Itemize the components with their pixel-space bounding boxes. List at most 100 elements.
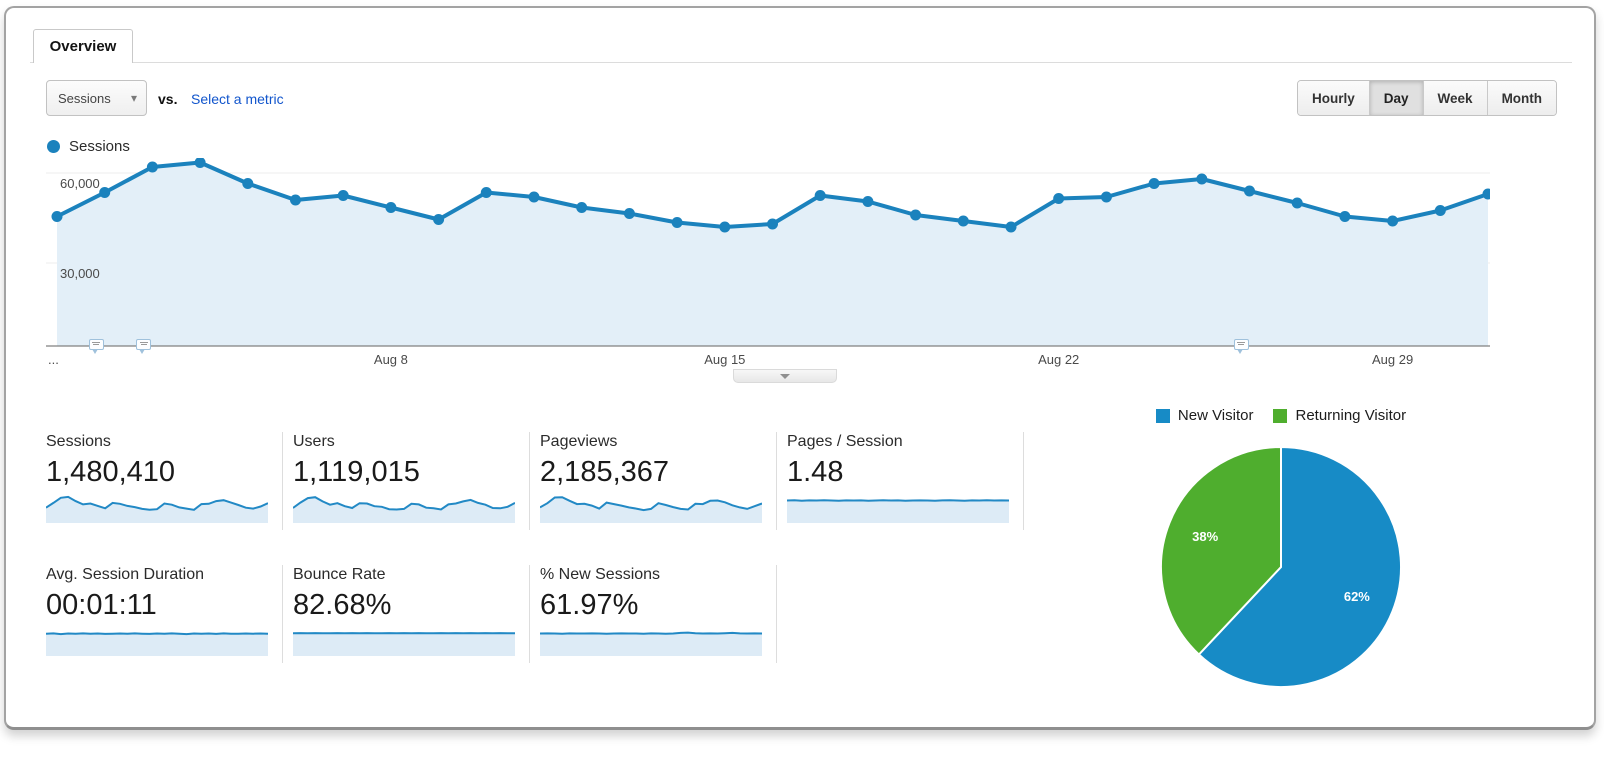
metric-card: % New Sessions 61.97%	[540, 565, 777, 663]
pie-slice-returning-visitor[interactable]	[1160, 445, 1282, 656]
metric-sparkline	[787, 499, 1009, 523]
summary-cards-row-1: Sessions 1,480,410 Users 1,119,015 Pageviews…	[46, 432, 1034, 530]
pie-slice-label: 62%	[1344, 589, 1370, 604]
area-fill	[57, 162, 1488, 346]
metric-card: Pageviews 2,185,367	[540, 432, 777, 530]
metric-card-value: 61.97%	[540, 589, 639, 621]
x-axis-tick-label: Aug 15	[704, 352, 746, 367]
data-point[interactable]	[719, 221, 731, 233]
metric-dropdown[interactable]: Sessions ▾	[46, 80, 147, 116]
data-point[interactable]	[433, 214, 445, 225]
x-axis-tick-label: ...	[48, 352, 59, 367]
annotation-flag-icon[interactable]	[1233, 339, 1249, 354]
chart-legend: Sessions	[47, 138, 130, 155]
pie-slice-label: 38%	[1192, 529, 1218, 544]
data-point[interactable]	[767, 218, 778, 230]
data-point[interactable]	[51, 211, 63, 222]
data-point[interactable]	[242, 178, 254, 189]
metric-card: Sessions 1,480,410	[46, 432, 283, 530]
metric-card: Avg. Session Duration 00:01:11	[46, 565, 283, 663]
metric-card: Bounce Rate 82.68%	[293, 565, 530, 663]
granularity-month-button[interactable]: Month	[1486, 81, 1557, 115]
data-point[interactable]	[337, 190, 349, 201]
data-point[interactable]	[671, 217, 683, 228]
metric-card-value: 1.48	[787, 456, 844, 488]
annotation-flag-icon[interactable]	[136, 339, 152, 354]
data-point[interactable]	[385, 202, 397, 213]
pie-legend-label: New Visitor	[1177, 407, 1254, 424]
vs-label: vs.	[158, 91, 178, 107]
x-axis-tick-label: Aug 22	[1038, 352, 1080, 367]
data-point[interactable]	[1482, 188, 1491, 200]
metric-card-label[interactable]: % New Sessions	[540, 566, 661, 583]
metric-card-value: 82.68%	[293, 589, 392, 621]
summary-cards-row-2: Avg. Session Duration 00:01:11 Bounce Rate…	[46, 565, 787, 663]
data-point[interactable]	[1148, 178, 1160, 189]
pie-legend-item[interactable]: Returning Visitor	[1273, 407, 1406, 424]
chevron-down-icon: ▾	[130, 91, 137, 105]
metric-sparkline	[293, 496, 515, 523]
metric-sparkline	[540, 631, 762, 656]
metric-card-label[interactable]: Bounce Rate	[293, 566, 386, 583]
visitor-type-pie-chart: 62% 38%	[1160, 445, 1403, 688]
pie-legend-item[interactable]: New Visitor	[1155, 407, 1254, 424]
granularity-toggle: Hourly Day Week Month	[1297, 80, 1558, 116]
data-point[interactable]	[862, 196, 874, 207]
pie-legend-label: Returning Visitor	[1295, 407, 1407, 424]
metric-sparkline	[293, 632, 515, 656]
chart-legend-label: Sessions	[69, 138, 130, 155]
data-point[interactable]	[146, 161, 158, 173]
annotation-flag-icon[interactable]	[88, 339, 104, 354]
data-point[interactable]	[1387, 215, 1399, 227]
data-point[interactable]	[1196, 173, 1208, 185]
data-point[interactable]	[1005, 221, 1017, 233]
metric-dropdown-label: Sessions	[58, 90, 111, 106]
legend-swatch-icon	[1155, 408, 1170, 423]
data-point[interactable]	[1053, 193, 1065, 204]
collapse-chart-button[interactable]	[733, 369, 837, 383]
y-axis-tick-label: 30,000	[60, 266, 100, 281]
data-point[interactable]	[528, 191, 540, 203]
tab-overview[interactable]: Overview	[33, 29, 133, 63]
data-point[interactable]	[1100, 191, 1112, 203]
sessions-timeseries-chart	[46, 158, 1491, 347]
data-point[interactable]	[480, 187, 492, 198]
data-point[interactable]	[99, 187, 111, 198]
data-point[interactable]	[623, 208, 635, 219]
data-point[interactable]	[1434, 205, 1446, 216]
data-point[interactable]	[910, 209, 922, 221]
metric-card-label[interactable]: Avg. Session Duration	[46, 566, 205, 583]
granularity-hourly-button[interactable]: Hourly	[1298, 81, 1369, 115]
metric-card-value: 00:01:11	[46, 589, 157, 621]
data-point[interactable]	[290, 194, 301, 206]
metric-card-label[interactable]: Pageviews	[540, 433, 618, 450]
granularity-week-button[interactable]: Week	[1422, 81, 1487, 115]
data-point[interactable]	[814, 190, 826, 201]
metric-card-value: 1,480,410	[46, 456, 176, 488]
x-axis-tick-label: Aug 29	[1371, 352, 1414, 367]
data-point[interactable]	[1291, 197, 1303, 209]
metric-card: Pages / Session 1.48	[787, 432, 1024, 530]
data-point[interactable]	[957, 215, 969, 227]
y-axis-tick-label: 60,000	[60, 176, 100, 191]
data-point[interactable]	[576, 202, 588, 213]
metric-card-value: 1,119,015	[293, 456, 420, 488]
pie-legend: New Visitor Returning Visitor	[1046, 407, 1516, 424]
metric-card-label[interactable]: Sessions	[46, 433, 111, 450]
data-point[interactable]	[194, 158, 206, 168]
pie-slice-new-visitor[interactable]	[1197, 445, 1403, 688]
data-point[interactable]	[1244, 185, 1255, 197]
chevron-down-icon	[780, 374, 790, 379]
legend-swatch-icon	[1273, 408, 1288, 423]
metric-card: Users 1,119,015	[293, 432, 530, 530]
data-point[interactable]	[1339, 211, 1351, 222]
metric-card-label[interactable]: Pages / Session	[787, 433, 903, 450]
tab-bar: Overview	[30, 29, 1572, 63]
metric-sparkline	[46, 495, 268, 523]
report-panel: Overview Sessions ▾ vs. Select a metric …	[4, 6, 1596, 730]
metric-sparkline	[46, 632, 268, 656]
granularity-day-button[interactable]: Day	[1368, 81, 1423, 115]
select-metric-link[interactable]: Select a metric	[191, 91, 284, 107]
metric-card-label[interactable]: Users	[293, 433, 335, 450]
series-dot-icon	[47, 140, 60, 153]
